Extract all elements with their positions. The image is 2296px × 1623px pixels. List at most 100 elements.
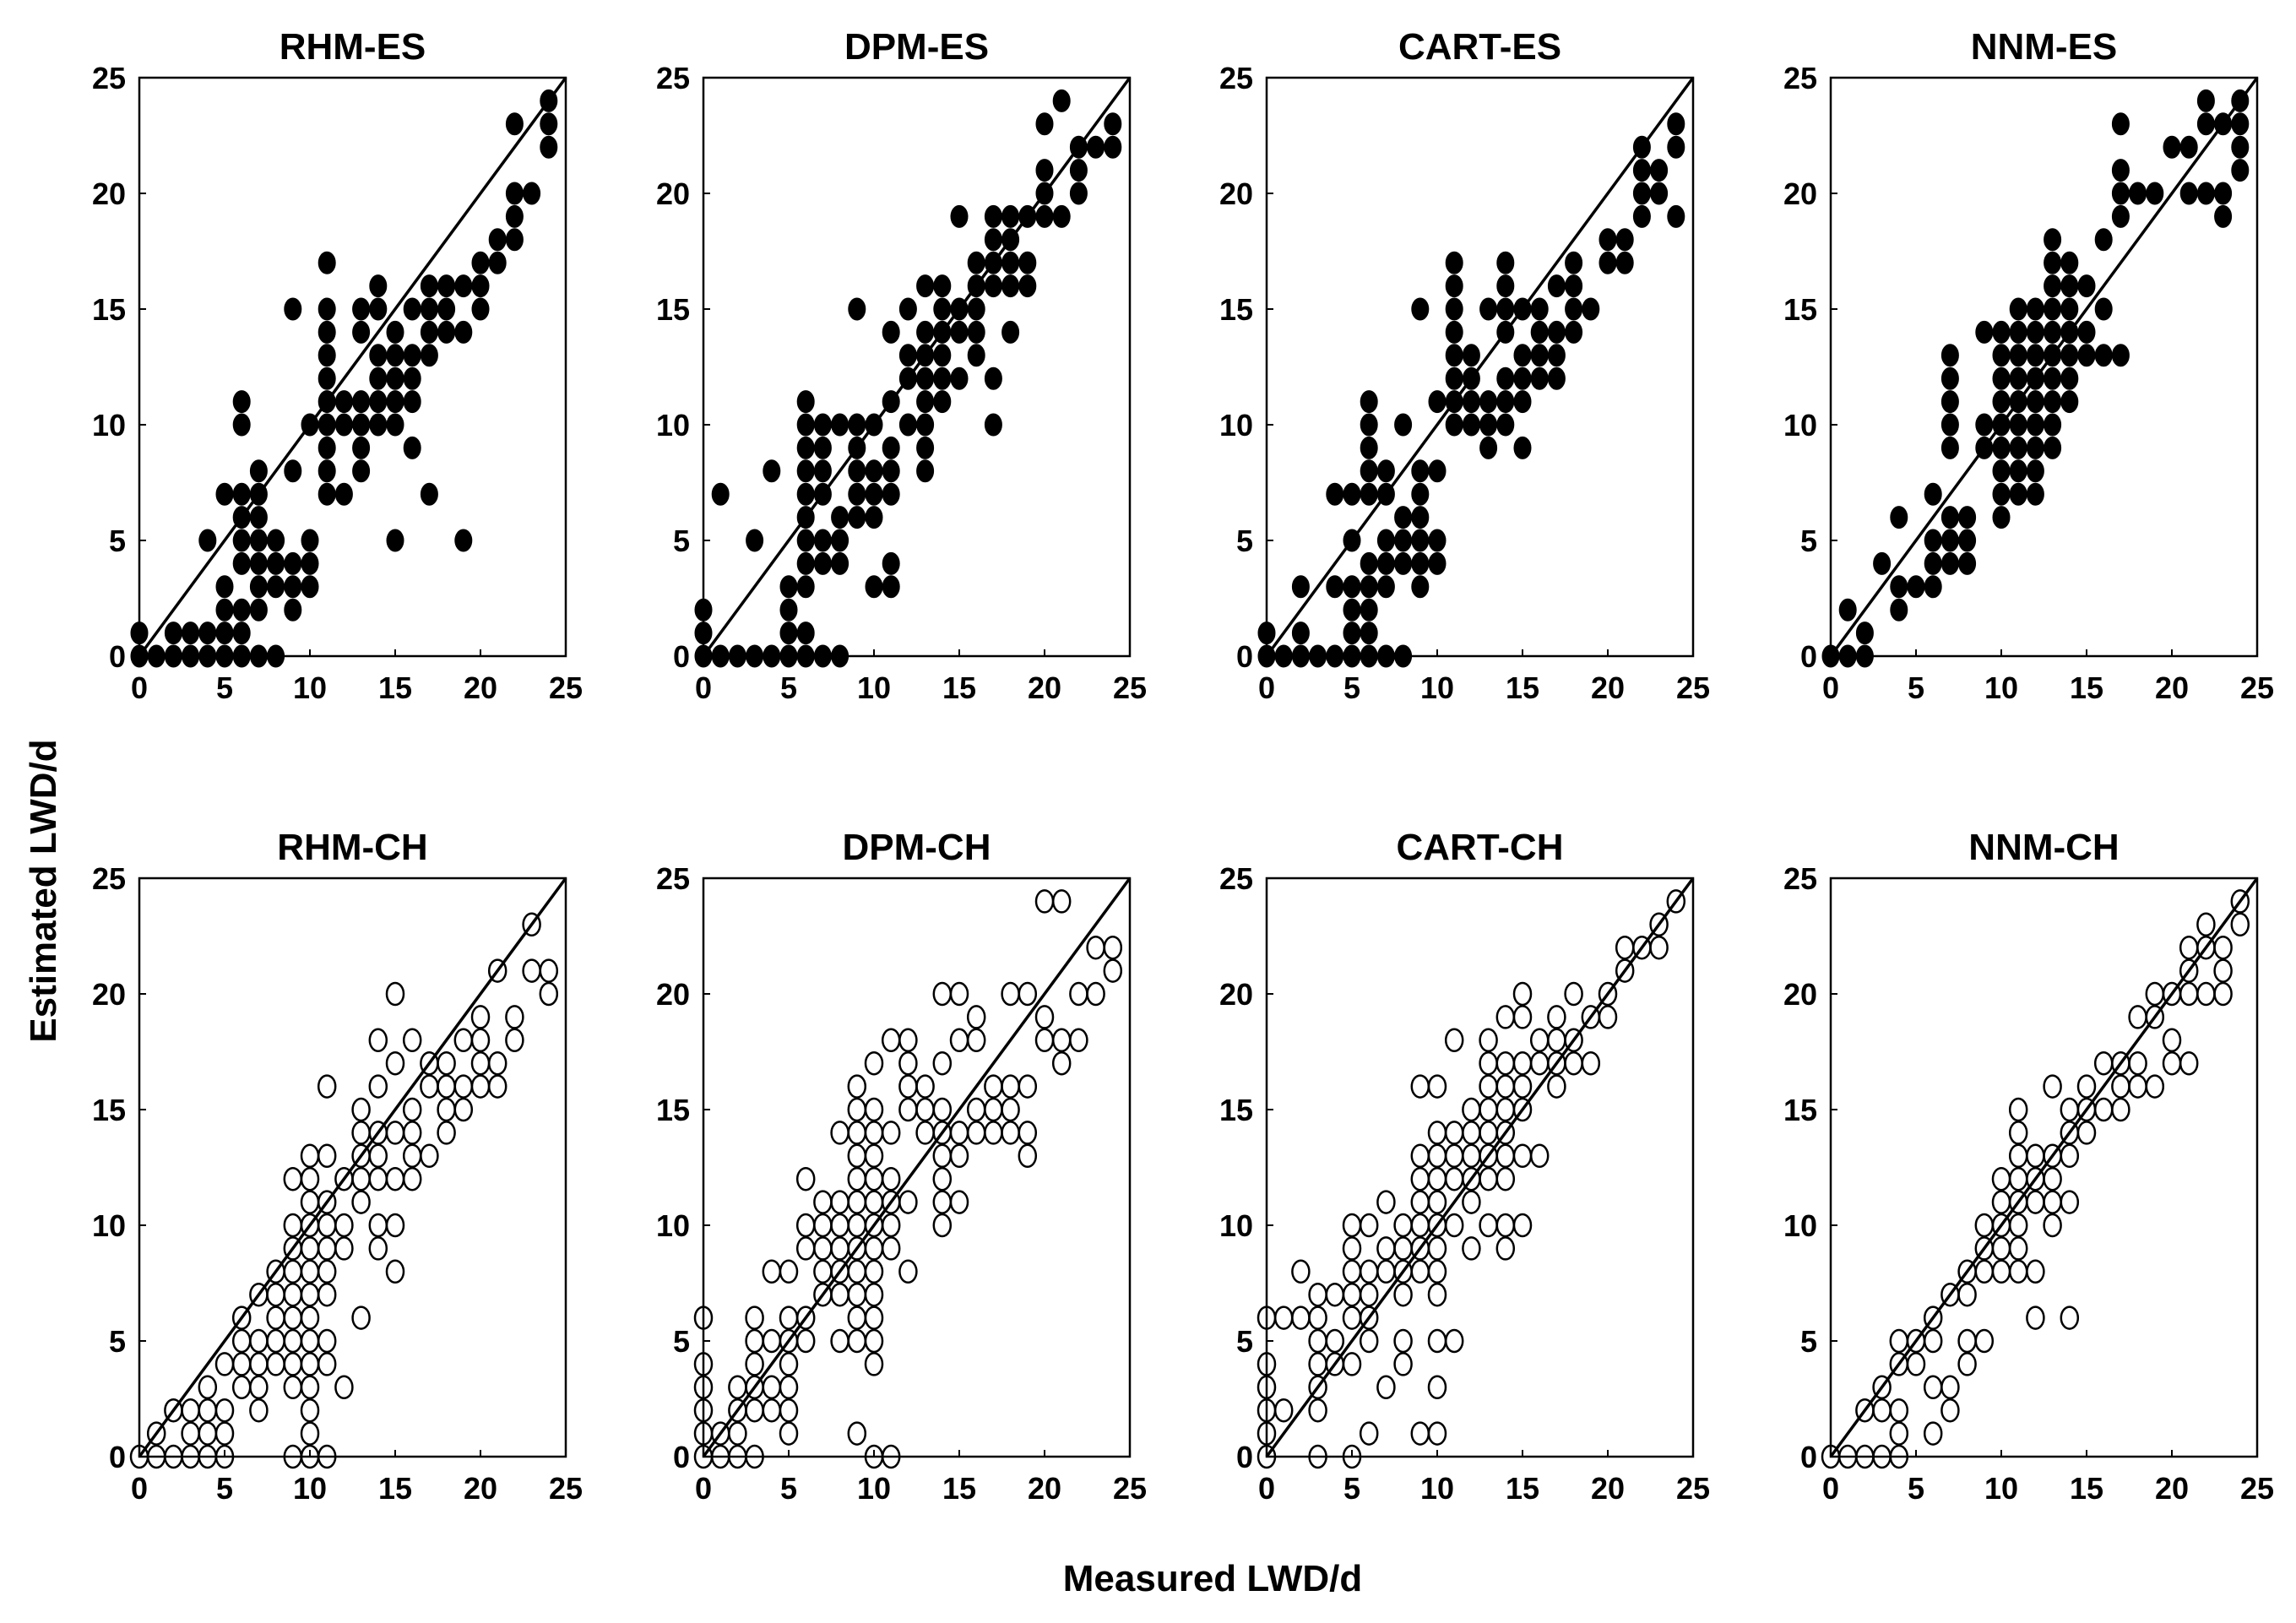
data-point [1393,1282,1413,1307]
one-to-one-line [1265,76,1695,658]
data-point [2008,1236,2028,1261]
one-to-one-line [702,76,1132,658]
y-tick-label: 0 [1800,1440,1817,1474]
data-point [813,1236,833,1261]
data-point [130,622,149,645]
data-point [1343,482,1361,506]
x-tick-label: 20 [2155,1471,2189,1506]
data-point [881,1121,901,1145]
data-point [232,529,251,552]
data-point [864,1097,884,1122]
data-point [284,297,302,321]
data-point [932,1213,953,1238]
data-point [1394,529,1413,552]
data-point [966,1005,986,1029]
data-point [1359,1213,1379,1238]
data-point [1104,135,1122,159]
x-tick-label: 5 [1908,670,1924,705]
plot-frame [1829,76,2259,658]
data-point [933,344,952,367]
data-point [864,1259,884,1284]
data-point [1992,366,2011,390]
y-tick-label: 15 [656,292,690,327]
data-point [813,644,832,668]
data-point [967,251,985,274]
data-point [1479,390,1498,414]
data-point [1992,506,2011,529]
data-point [1291,1305,1311,1330]
data-point [266,1352,285,1376]
data-point [164,622,182,645]
plot-frame [702,76,1132,658]
data-point [1479,1074,1498,1099]
data-point [2093,1097,2114,1122]
data-point [1479,1213,1498,1238]
y-tick-label: 15 [92,1093,126,1127]
data-point [898,1050,918,1076]
data-point [916,366,935,390]
data-point [933,320,952,344]
data-point [881,1166,901,1191]
data-point [300,1166,320,1191]
data-point [386,390,404,414]
data-point [232,551,251,575]
data-point [249,1398,269,1423]
data-point [1496,390,1515,414]
data-point [1821,644,1840,668]
data-point [1257,622,1276,645]
data-point [488,228,507,252]
data-point [932,1097,953,1122]
data-point [1512,1050,1533,1076]
data-point [848,297,866,321]
data-point [1325,1328,1345,1354]
data-point [1957,1282,1977,1307]
data-point [1855,644,1874,668]
data-point [318,390,336,414]
data-point [2026,459,2044,483]
data-point [1001,251,1020,274]
data-point [1309,644,1327,668]
data-point [1069,159,1088,182]
data-point [1360,482,1378,506]
data-point [1393,1213,1413,1238]
data-point [2026,436,2044,459]
data-point [2077,274,2096,298]
data-point [1564,1028,1583,1053]
data-point [1513,297,1532,321]
data-point [147,644,166,668]
data-point [1428,551,1447,575]
data-point [779,1375,799,1400]
data-point [2009,459,2027,483]
data-point [1495,1143,1516,1169]
data-point [1018,251,1037,274]
data-point [317,1143,337,1169]
data-point [1615,228,1634,252]
data-point [2094,344,2113,367]
data-point [1940,390,1959,414]
data-point [1359,1305,1379,1330]
data-point [865,459,883,483]
data-point [300,1305,320,1330]
data-point [1615,958,1635,983]
data-point [1940,551,1959,575]
data-point [283,1213,303,1238]
data-point [1530,320,1549,344]
data-point [847,1143,867,1169]
data-point [1992,436,2011,459]
x-tick-label: 20 [2155,670,2189,705]
data-point [437,1097,456,1122]
data-point [847,1213,867,1238]
data-point [215,482,234,506]
data-point [1512,1213,1533,1238]
data-point [471,274,490,298]
data-point [182,622,200,645]
y-tick-label: 15 [1783,1093,1817,1127]
data-point [933,390,952,414]
data-point [1360,459,1378,483]
data-point [1034,1005,1055,1029]
data-point [1906,1352,1926,1376]
data-point [1479,1166,1498,1191]
data-point [1565,320,1583,344]
data-point [949,1190,969,1214]
x-tick-label: 10 [1420,670,1454,705]
